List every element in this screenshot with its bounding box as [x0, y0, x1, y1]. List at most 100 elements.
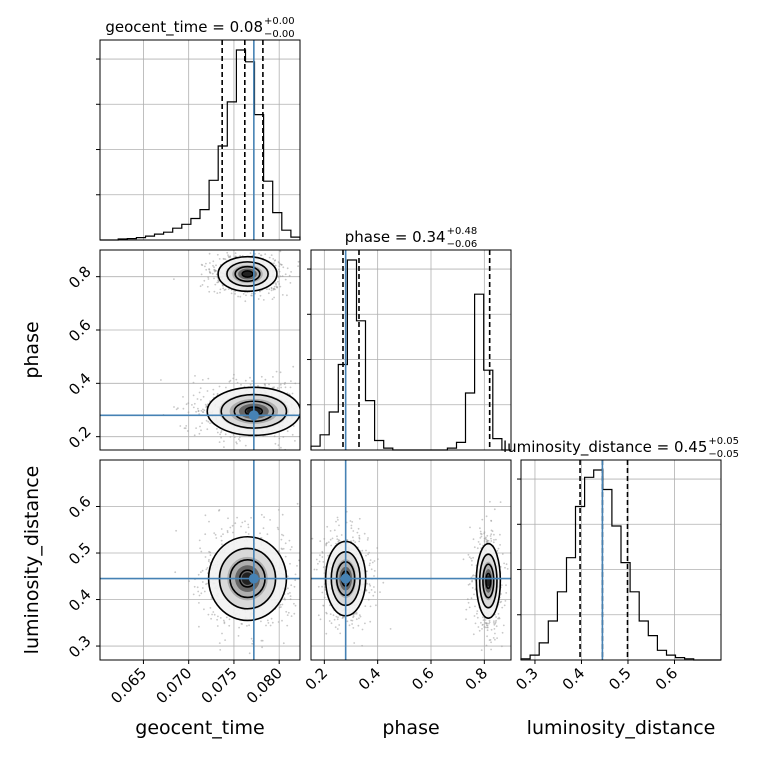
sample-point — [476, 612, 478, 615]
sample-point — [301, 577, 303, 579]
sample-point — [369, 562, 371, 565]
sample-point — [206, 285, 209, 288]
sample-point — [493, 508, 496, 511]
sample-point — [327, 554, 329, 557]
sample-point — [496, 637, 498, 639]
sample-point — [329, 613, 332, 615]
sample-point — [485, 624, 488, 627]
sample-point — [482, 619, 485, 621]
sample-point — [323, 572, 326, 574]
sample-point — [473, 546, 476, 549]
contour-line — [217, 255, 278, 293]
sample-point — [474, 622, 477, 625]
sample-point — [274, 442, 277, 445]
sample-point — [230, 246, 232, 248]
sample-point — [267, 622, 270, 624]
sample-point — [329, 538, 332, 541]
sample-point — [289, 595, 292, 597]
sample-point — [234, 252, 237, 255]
sample-point — [483, 531, 486, 534]
sample-point — [247, 244, 249, 246]
sample-point — [244, 520, 246, 523]
sample-point — [352, 627, 355, 629]
sample-point — [368, 551, 370, 554]
sample-point — [467, 601, 470, 604]
sample-point — [257, 298, 260, 300]
sample-point — [213, 532, 216, 534]
title-sup-luminosity_distance: +0.05 — [708, 436, 739, 447]
sample-point — [254, 292, 256, 295]
sample-point — [357, 624, 360, 627]
y-tick-label: 0.8 — [65, 263, 95, 293]
y-tick-label: 0.6 — [65, 316, 95, 346]
sample-point — [490, 537, 492, 540]
sample-point — [235, 441, 238, 444]
sample-point — [358, 534, 361, 537]
sample-point — [279, 275, 282, 278]
sample-point — [357, 527, 360, 530]
sample-point — [218, 509, 220, 512]
sample-point — [185, 425, 188, 427]
sample-point — [365, 554, 367, 557]
sample-point — [484, 619, 487, 621]
sample-point — [244, 444, 247, 447]
sample-point — [207, 377, 210, 380]
x-tick-label: 0.5 — [605, 664, 635, 694]
sample-point — [505, 592, 508, 594]
sample-point — [315, 568, 318, 571]
sample-point — [276, 387, 279, 389]
sample-point — [234, 522, 237, 525]
y-tick-label: 0.2 — [65, 423, 95, 453]
sample-point — [200, 409, 203, 412]
sample-point — [479, 543, 481, 546]
sample-point — [493, 620, 495, 622]
sample-point — [473, 615, 476, 617]
sample-point — [372, 594, 375, 597]
sample-point — [278, 283, 281, 285]
sample-point — [492, 637, 495, 639]
sample-point — [338, 539, 341, 542]
sample-point — [202, 395, 205, 398]
sample-point — [355, 613, 358, 615]
sample-point — [497, 547, 500, 550]
sample-point — [358, 537, 361, 540]
sample-point — [259, 290, 261, 293]
sample-point — [275, 282, 277, 285]
sample-point — [203, 608, 205, 611]
sample-point — [284, 278, 287, 281]
sample-point — [354, 541, 357, 543]
sample-point — [237, 635, 240, 637]
sample-point — [232, 377, 235, 380]
sample-point — [302, 545, 304, 547]
sample-point — [232, 433, 235, 436]
sample-point — [302, 409, 304, 411]
sample-point — [493, 533, 495, 536]
sample-point — [286, 430, 289, 433]
sample-point — [331, 537, 334, 540]
panel-frame — [310, 249, 512, 451]
sample-point — [501, 553, 504, 555]
sample-point — [472, 574, 475, 577]
sample-point — [375, 604, 377, 607]
sample-point — [278, 606, 281, 609]
sample-point — [319, 554, 321, 557]
sample-point — [330, 622, 333, 625]
sample-point — [293, 612, 296, 615]
sample-point — [205, 268, 208, 271]
sample-point — [281, 294, 284, 296]
sample-point — [308, 555, 310, 557]
sample-point — [490, 540, 493, 542]
sample-point — [287, 592, 289, 595]
x-tick-label: 0.2 — [302, 664, 332, 694]
sample-point — [317, 407, 319, 409]
sample-point — [197, 590, 200, 593]
sample-point — [486, 626, 488, 629]
sample-point — [335, 520, 337, 523]
sample-point — [366, 582, 368, 585]
sample-point — [238, 438, 240, 441]
sample-point — [202, 411, 205, 413]
sample-point — [226, 251, 229, 254]
sample-point — [483, 532, 486, 535]
sample-point — [175, 529, 178, 532]
sample-point — [209, 551, 212, 554]
